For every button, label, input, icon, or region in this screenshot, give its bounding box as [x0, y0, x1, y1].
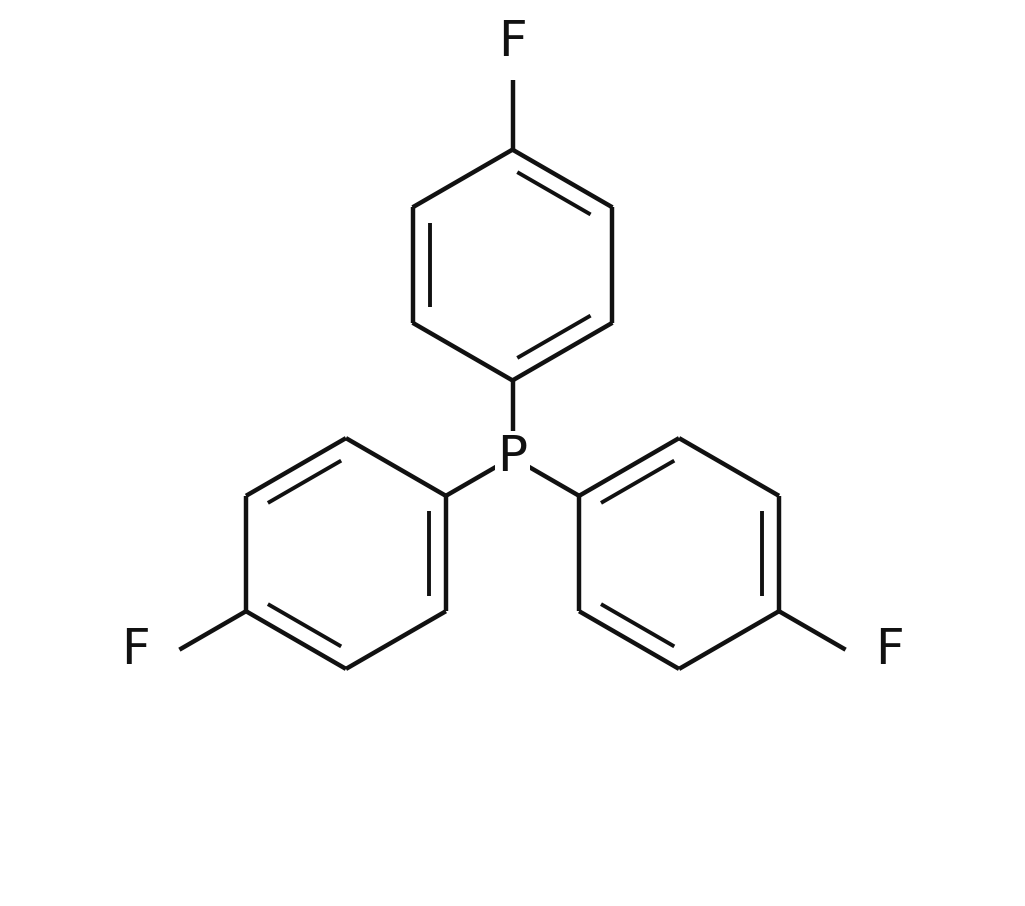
Text: P: P [497, 433, 528, 481]
Text: F: F [498, 18, 527, 66]
Text: F: F [121, 626, 150, 674]
Text: F: F [875, 626, 904, 674]
